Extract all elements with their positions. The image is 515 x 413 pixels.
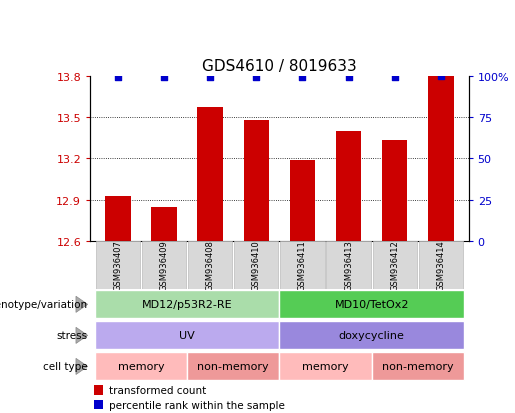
Bar [279, 353, 372, 380]
Bar [279, 291, 464, 318]
Text: GSM936409: GSM936409 [160, 240, 168, 291]
Text: GSM936407: GSM936407 [113, 240, 123, 291]
Bar [95, 322, 280, 349]
Bar [280, 242, 324, 289]
Bar [382, 141, 407, 242]
Bar [373, 242, 417, 289]
Bar [95, 291, 280, 318]
Point [252, 75, 261, 81]
Bar [428, 76, 454, 242]
Bar [197, 108, 223, 242]
Text: cell type: cell type [43, 361, 88, 372]
Text: non-memory: non-memory [382, 361, 454, 372]
Text: memory: memory [117, 361, 164, 372]
Polygon shape [76, 328, 88, 344]
Text: GSM936412: GSM936412 [390, 240, 399, 291]
Text: memory: memory [302, 361, 349, 372]
Bar [336, 131, 362, 242]
Bar [142, 242, 186, 289]
Text: GSM936410: GSM936410 [252, 240, 261, 291]
Text: doxycycline: doxycycline [339, 330, 405, 341]
Bar [151, 207, 177, 242]
Text: transformed count: transformed count [109, 385, 207, 395]
Point [114, 75, 122, 81]
Text: GSM936414: GSM936414 [436, 240, 445, 291]
Bar [244, 121, 269, 242]
Bar [234, 242, 279, 289]
Bar [94, 400, 104, 410]
Bar [187, 353, 279, 380]
Point [345, 75, 353, 81]
Text: GSM936413: GSM936413 [344, 240, 353, 291]
Text: percentile rank within the sample: percentile rank within the sample [109, 400, 285, 410]
Point [160, 75, 168, 81]
Bar [290, 160, 315, 242]
Text: GSM936411: GSM936411 [298, 240, 307, 291]
Text: UV: UV [179, 330, 195, 341]
Point [391, 75, 399, 81]
Point [437, 73, 445, 80]
Bar [327, 242, 371, 289]
Bar [95, 353, 187, 380]
Text: stress: stress [57, 330, 88, 341]
Text: GSM936408: GSM936408 [205, 240, 215, 291]
Polygon shape [76, 358, 88, 375]
Bar [419, 242, 463, 289]
Bar [188, 242, 232, 289]
Point [298, 75, 306, 81]
Bar [96, 242, 140, 289]
Text: genotype/variation: genotype/variation [0, 299, 88, 310]
Text: MD12/p53R2-RE: MD12/p53R2-RE [142, 299, 232, 310]
Text: non-memory: non-memory [197, 361, 269, 372]
Polygon shape [76, 297, 88, 313]
Bar [105, 196, 130, 242]
Bar [372, 353, 464, 380]
Title: GDS4610 / 8019633: GDS4610 / 8019633 [202, 59, 357, 74]
Bar [279, 322, 464, 349]
Bar [94, 385, 104, 395]
Text: MD10/TetOx2: MD10/TetOx2 [334, 299, 409, 310]
Point [206, 75, 214, 81]
